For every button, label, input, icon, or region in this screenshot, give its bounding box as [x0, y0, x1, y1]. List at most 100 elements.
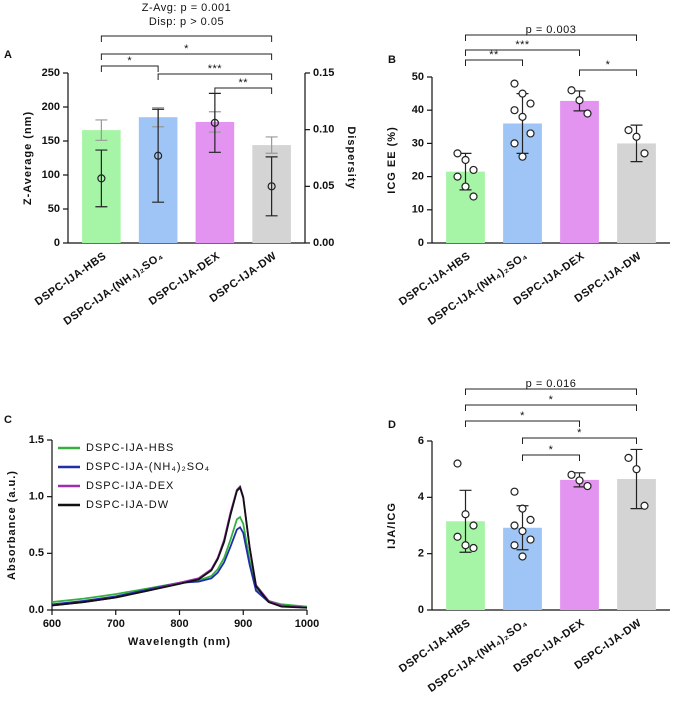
data-point	[624, 453, 633, 462]
data-point	[510, 106, 519, 115]
y-tick-label: 0.0	[29, 604, 44, 616]
x-tick-label: DSPC-IJA-(NH₄)₂SO₄	[62, 250, 166, 328]
data-point	[526, 129, 535, 138]
significance-bracket	[522, 454, 580, 461]
y-tick-label: 4	[418, 491, 425, 503]
spectrum-line	[51, 515, 308, 608]
significance-label: ***	[515, 39, 530, 51]
significance-label: *	[127, 55, 132, 67]
data-point	[510, 541, 519, 550]
y-tick-label: 0.5	[29, 547, 44, 559]
data-point	[526, 515, 535, 524]
y-tick-label: 150	[42, 135, 60, 147]
x-tick-label: 600	[43, 618, 61, 630]
x-axis-title: Wavelength (nm)	[128, 636, 231, 648]
legend-label: DSPC-IJA-HBS	[86, 442, 174, 454]
y-tick-label: 200	[42, 101, 60, 113]
data-point	[518, 89, 527, 98]
y-tick-label: 0	[54, 237, 60, 249]
data-point	[567, 470, 576, 479]
significance-bracket	[522, 437, 637, 444]
spectrum-line	[51, 525, 308, 609]
significance-label: ***	[208, 63, 223, 75]
data-point	[518, 504, 527, 513]
bar	[560, 100, 599, 244]
data-point	[469, 192, 478, 201]
data-point	[461, 541, 470, 550]
data-point	[526, 535, 535, 544]
data-point	[518, 527, 527, 536]
y-tick-label: 10	[412, 204, 424, 216]
y2-tick-label: 0.10	[313, 124, 334, 136]
spectrum-line	[51, 485, 308, 609]
significance-label: *	[549, 394, 554, 406]
y2-tick-label: 0.15	[313, 67, 334, 79]
y-tick-label: 0	[418, 237, 424, 249]
data-point	[453, 172, 462, 181]
significance-bracket	[579, 69, 637, 76]
data-point	[518, 112, 527, 121]
data-point	[469, 521, 478, 530]
significance-bracket	[100, 35, 273, 42]
data-point	[624, 126, 633, 135]
y-axis-title: Z-Average (nm)	[22, 111, 34, 205]
significance-label: *	[577, 427, 582, 439]
y-tick-label: 1.5	[29, 434, 44, 446]
data-point	[632, 132, 641, 141]
x-tick-label: DSPC-IJA-(NH₄)₂SO₄	[426, 250, 530, 328]
data-point	[453, 459, 462, 468]
significance-bracket	[465, 420, 580, 427]
x-tick-label: 1000	[295, 618, 319, 630]
significance-bracket	[465, 59, 523, 66]
data-point	[583, 481, 592, 491]
y-tick-label: 0	[418, 604, 424, 616]
data-point	[526, 99, 535, 108]
data-point	[510, 79, 519, 88]
legend-label: DSPC-IJA-DEX	[86, 480, 174, 492]
y-tick-label: 50	[48, 203, 60, 215]
dispersity-point	[210, 118, 219, 127]
data-point	[469, 165, 478, 175]
error-bar	[265, 136, 278, 154]
y-tick-label: 1.0	[29, 491, 44, 503]
significance-label: **	[489, 49, 499, 61]
significance-label: *	[184, 43, 189, 55]
bar	[560, 479, 599, 610]
y-tick-label: 100	[42, 169, 60, 181]
significance-bracket	[214, 87, 273, 94]
data-point	[461, 155, 470, 165]
data-point	[518, 552, 527, 561]
data-point	[567, 86, 576, 95]
data-point	[518, 152, 527, 161]
data-point	[461, 510, 470, 519]
panel-letter: B	[388, 54, 396, 66]
significance-label: *	[606, 59, 611, 71]
error-bar	[152, 108, 165, 203]
panel-letter: D	[388, 419, 396, 431]
y-tick-label: 2	[418, 548, 424, 560]
y2-axis-title: Dispersity	[345, 126, 357, 189]
y-tick-label: 6	[418, 435, 424, 447]
legend-label: DSPC-IJA-DW	[86, 499, 169, 511]
y-axis-title: Absorbance (a.u.)	[6, 470, 18, 580]
panel-letter: A	[4, 49, 12, 61]
y-axis-title: IJA/ICG	[386, 502, 398, 549]
significance-label: *	[549, 444, 554, 456]
data-point	[453, 532, 462, 541]
significance-label: p = 0.016	[526, 378, 577, 390]
dispersity-point	[154, 151, 163, 160]
error-bar	[630, 124, 643, 163]
significance-label: p = 0.003	[526, 24, 577, 36]
data-point	[575, 476, 584, 485]
x-tick-label: 800	[170, 618, 188, 630]
significance-label: Disp: p > 0.05	[149, 16, 224, 28]
data-point	[632, 465, 641, 474]
y-axis-title: ICG EE (%)	[386, 126, 398, 193]
data-point	[453, 149, 462, 158]
data-point	[510, 521, 519, 530]
significance-bracket	[465, 388, 637, 395]
y-tick-label: 40	[412, 104, 424, 116]
error-bar	[630, 448, 643, 510]
data-point	[510, 139, 519, 148]
